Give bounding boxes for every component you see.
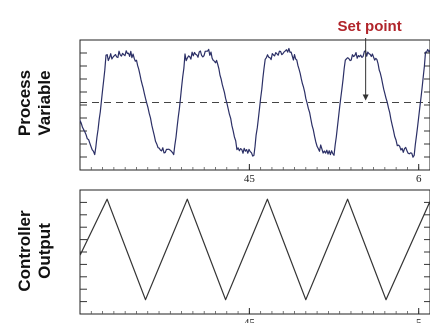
controller-output-panel: 45 5 bbox=[79, 189, 430, 323]
process-variable-panel: 45 6 Set point bbox=[79, 18, 430, 185]
co-xtick-label: 5 bbox=[416, 317, 422, 323]
co-xtick-label: 45 bbox=[244, 317, 256, 323]
co-series-line bbox=[79, 198, 430, 301]
pv-series-line bbox=[79, 47, 430, 158]
pv-xtick-label: 45 bbox=[244, 173, 256, 185]
pv-xtick-label: 6 bbox=[416, 173, 422, 185]
co-ylabel-line2: Output bbox=[35, 223, 54, 279]
controller-output-plot-frame bbox=[79, 189, 430, 315]
pv-ylabel-line2: Variable bbox=[35, 70, 54, 135]
setpoint-annotation-label: Set point bbox=[338, 18, 402, 35]
pv-ylabel-line1: Process bbox=[15, 70, 34, 136]
co-ylabel-line1: Controller bbox=[15, 210, 34, 292]
setpoint-annotation-arrowhead bbox=[362, 94, 369, 101]
